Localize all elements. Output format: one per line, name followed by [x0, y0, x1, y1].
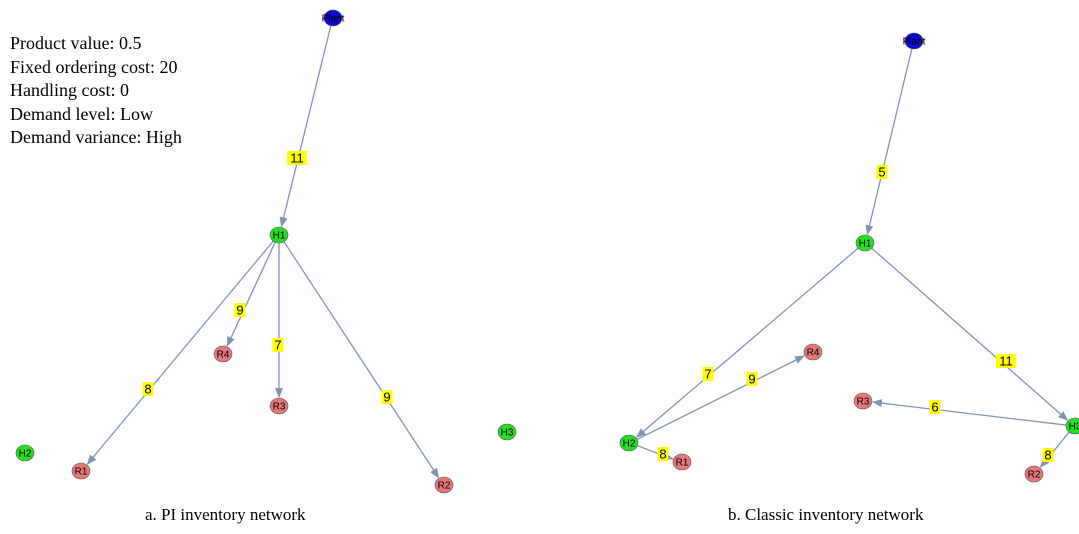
- svg-text:8: 8: [144, 382, 151, 397]
- svg-text:8: 8: [659, 447, 666, 462]
- edge-label-1-0: 5: [876, 165, 888, 180]
- svg-text:H2: H2: [19, 449, 32, 460]
- svg-text:H1: H1: [273, 231, 286, 242]
- svg-text:R3: R3: [273, 402, 286, 413]
- edge-1-plant-h1: [865, 48, 913, 236]
- edge-label-0-2: 7: [272, 338, 284, 353]
- edge-0-plant-h1: [279, 25, 332, 228]
- edge-1-h1-h2: [635, 247, 859, 438]
- svg-text:H1: H1: [859, 239, 872, 250]
- svg-text:9: 9: [748, 372, 755, 387]
- node-0-r4: R4: [213, 345, 233, 363]
- node-0-r2: R2: [434, 476, 454, 494]
- edge-1-h3-r3: [871, 399, 1067, 426]
- edge-label-1-2: 11: [996, 354, 1016, 369]
- param-fixed-ordering-cost: Fixed ordering cost: 20: [10, 56, 178, 77]
- edge-label-0-4: 9: [381, 390, 393, 405]
- svg-text:R2: R2: [1028, 470, 1041, 481]
- svg-text:8: 8: [1044, 448, 1051, 463]
- svg-text:R3: R3: [857, 397, 870, 408]
- caption-pi-network: a. PI inventory network: [145, 505, 306, 524]
- node-1-h3: H3: [1065, 417, 1079, 435]
- svg-text:11: 11: [290, 151, 304, 166]
- svg-text:Plant: Plant: [322, 14, 345, 25]
- edge-label-1-3: 9: [746, 372, 758, 387]
- edge-label-0-3: 8: [142, 382, 154, 397]
- edge-0-h1-r2: [283, 241, 440, 479]
- node-1-r1: R1: [672, 453, 692, 471]
- edge-0-h1-r1: [86, 240, 274, 465]
- node-0-h2: H2: [15, 444, 35, 462]
- svg-text:Plant: Plant: [903, 37, 926, 48]
- svg-text:9: 9: [383, 390, 390, 405]
- svg-text:R2: R2: [438, 481, 451, 492]
- node-0-h3: H3: [497, 423, 517, 441]
- node-0-h1: H1: [269, 226, 289, 244]
- node-0-plant: Plant: [322, 9, 345, 27]
- edge-label-1-4: 8: [657, 447, 669, 462]
- svg-text:H2: H2: [623, 439, 636, 450]
- svg-text:H3: H3: [501, 428, 514, 439]
- node-1-r2: R2: [1024, 465, 1044, 483]
- param-product-value: Product value: 0.5: [10, 33, 142, 53]
- edge-label-0-1: 9: [234, 303, 246, 318]
- node-0-r3: R3: [269, 397, 289, 415]
- edge-1-h2-r4: [636, 355, 805, 441]
- svg-text:7: 7: [704, 367, 711, 382]
- edge-label-1-6: 8: [1042, 448, 1054, 463]
- edge-0-h1-r4: [226, 241, 276, 347]
- svg-text:6: 6: [931, 400, 938, 415]
- node-1-r3: R3: [853, 392, 873, 410]
- svg-text:9: 9: [236, 303, 243, 318]
- edge-1-h1-h3: [871, 247, 1069, 421]
- svg-text:R4: R4: [217, 350, 230, 361]
- node-1-h2: H2: [619, 434, 639, 452]
- svg-text:R1: R1: [75, 467, 88, 478]
- svg-text:11: 11: [999, 354, 1013, 369]
- node-1-h1: H1: [855, 234, 875, 252]
- svg-text:5: 5: [878, 165, 885, 180]
- node-1-plant: Plant: [903, 32, 926, 50]
- svg-text:7: 7: [274, 338, 281, 353]
- node-0-r1: R1: [71, 462, 91, 480]
- parameter-panel: Product value: 0.5 Fixed ordering cost: …: [10, 32, 182, 150]
- param-demand-level: Demand level: Low: [10, 103, 153, 124]
- param-demand-variance: Demand variance: High: [10, 127, 182, 147]
- svg-text:R1: R1: [676, 458, 689, 469]
- svg-text:H3: H3: [1069, 422, 1079, 433]
- edge-label-1-5: 6: [929, 400, 941, 415]
- caption-classic-network: b. Classic inventory network: [728, 505, 924, 524]
- param-handling-cost: Handling cost: 0: [10, 80, 129, 100]
- svg-text:R4: R4: [807, 348, 820, 359]
- edge-label-1-1: 7: [702, 367, 714, 382]
- node-1-r4: R4: [803, 343, 823, 361]
- edge-label-0-0: 11: [287, 151, 307, 166]
